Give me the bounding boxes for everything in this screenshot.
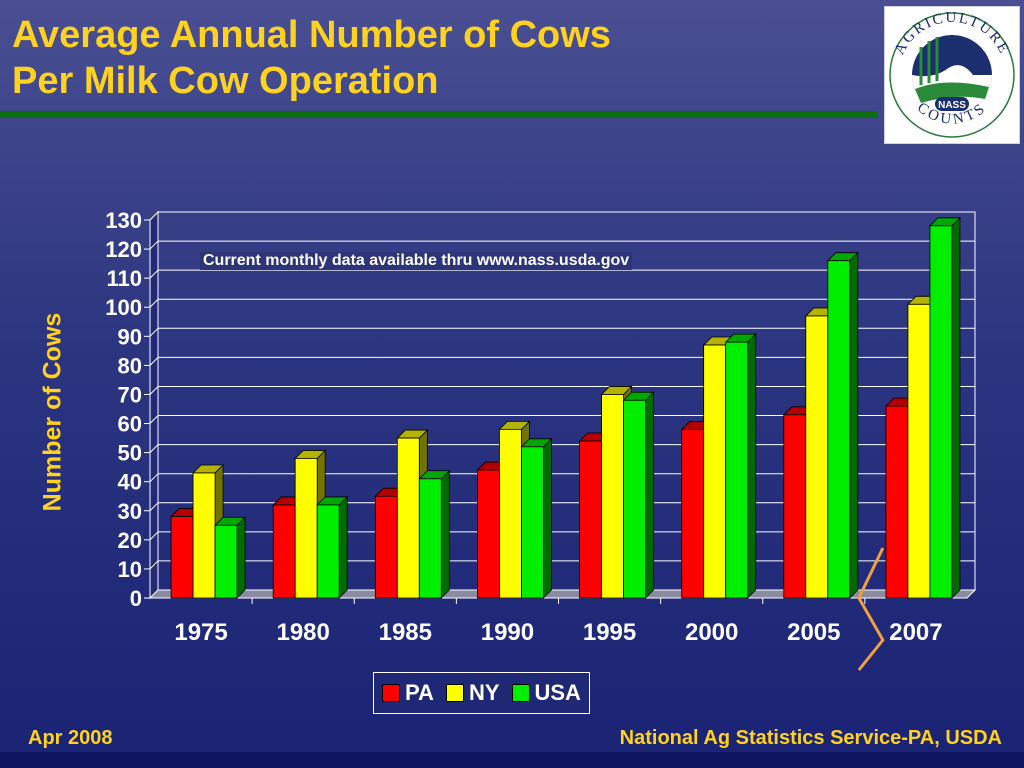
x-tick-label: 2007: [889, 619, 942, 646]
y-tick-label: 20: [118, 528, 142, 553]
y-tick-label: 10: [118, 557, 142, 582]
bar-front: [929, 225, 953, 599]
bar-usa-2000: [724, 333, 757, 599]
bar-usa-1975: [214, 516, 247, 599]
bar-front: [170, 516, 194, 599]
x-tick-label: 2005: [787, 619, 840, 646]
bar-front: [374, 495, 398, 599]
chart-annotation: Current monthly data available thru www.…: [200, 252, 633, 270]
bar-front: [316, 504, 340, 599]
legend-label-ny: NY: [468, 680, 500, 705]
bar-front: [579, 440, 602, 599]
x-tick-label: 1985: [379, 619, 432, 646]
bar-front: [192, 472, 216, 599]
bar-side: [849, 251, 859, 599]
title-line-2: Per Milk Cow Operation: [12, 60, 439, 102]
bar-front: [272, 504, 296, 599]
axis-break-marker: [857, 547, 885, 671]
y-axis-label: Number of Cows: [38, 312, 67, 512]
bar-front: [521, 446, 544, 599]
plot-side-wall: [149, 210, 159, 600]
gridline: [149, 415, 975, 424]
bar-front: [805, 315, 829, 599]
y-tick-label: 130: [105, 208, 142, 233]
y-tick-label: 70: [118, 382, 142, 407]
bar-side: [645, 391, 654, 599]
x-tick-label: 1980: [276, 619, 329, 646]
x-tick-label: 1990: [481, 619, 534, 646]
y-tick-label: 90: [118, 324, 142, 349]
legend-label-pa: PA: [405, 680, 434, 705]
bar-front: [499, 428, 522, 599]
bar-front: [396, 437, 420, 599]
agriculture-counts-seal-icon: NASS AGRICULTURE COUNTS: [889, 10, 1015, 138]
y-tick-label: 0: [130, 586, 142, 611]
legend-item-usa: USA: [511, 680, 581, 706]
legend-label-usa: USA: [534, 680, 581, 705]
footer-date: Apr 2008: [28, 727, 113, 749]
bar-front: [783, 414, 807, 599]
bar-usa-2007: [928, 216, 961, 599]
title-line-1: Average Annual Number of Cows: [12, 14, 611, 56]
x-tick-label: 2000: [685, 619, 738, 646]
legend-swatch-ny: [445, 684, 464, 702]
bar-front: [294, 458, 318, 599]
x-tick-label: 1995: [583, 619, 636, 646]
gridline: [149, 269, 975, 279]
bar-front: [601, 394, 624, 599]
bar-front: [681, 428, 705, 599]
bar-usa-1980: [316, 495, 349, 599]
bar-usa-1995: [622, 391, 655, 599]
bar-side: [440, 469, 450, 599]
x-tick-label: 1975: [174, 619, 227, 646]
y-tick-label: 100: [105, 295, 142, 320]
bar-front: [827, 260, 851, 599]
y-tick-label: 40: [118, 470, 142, 495]
bar-side: [543, 437, 552, 599]
y-tick-label: 60: [118, 412, 142, 437]
bar-front: [725, 341, 749, 599]
footer-source: National Ag Statistics Service-PA, USDA: [619, 727, 1002, 749]
footer-band: [0, 752, 1024, 768]
legend-item-pa: PA: [382, 680, 434, 706]
title-divider: [0, 111, 878, 118]
bar-front: [623, 399, 646, 599]
gridline: [149, 327, 975, 337]
y-tick-label: 120: [105, 237, 142, 262]
bar-front: [418, 478, 442, 599]
nass-logo: NASS AGRICULTURE COUNTS: [884, 6, 1020, 144]
legend-swatch-usa: [511, 684, 530, 702]
y-tick-label: 30: [118, 499, 142, 524]
bar-usa-2005: [826, 251, 859, 599]
y-tick-label: 110: [107, 266, 143, 291]
bar-side: [338, 495, 348, 599]
bar-front: [907, 303, 931, 599]
bar-side: [951, 216, 961, 599]
bar-usa-1990: [520, 437, 553, 599]
bar-front: [885, 405, 909, 599]
legend-swatch-pa: [382, 684, 400, 702]
gridline: [149, 211, 975, 221]
gridline: [149, 385, 975, 395]
bar-front: [214, 524, 238, 599]
bar-front: [703, 344, 727, 599]
bar-usa-1985: [418, 469, 451, 599]
bar-front: [477, 469, 500, 599]
legend-item-ny: NY: [445, 680, 500, 706]
bar-side: [236, 516, 246, 599]
gridline: [149, 356, 975, 366]
page-title: Average Annual Number of Cows Per Milk C…: [12, 12, 611, 104]
chart-legend: PA NY USA: [373, 672, 590, 714]
gridline: [149, 298, 975, 308]
gridline: [149, 240, 975, 250]
bar-side: [747, 333, 757, 599]
y-tick-label: 80: [118, 353, 142, 378]
y-tick-label: 50: [118, 441, 142, 466]
logo-badge-text: NASS: [938, 100, 966, 111]
